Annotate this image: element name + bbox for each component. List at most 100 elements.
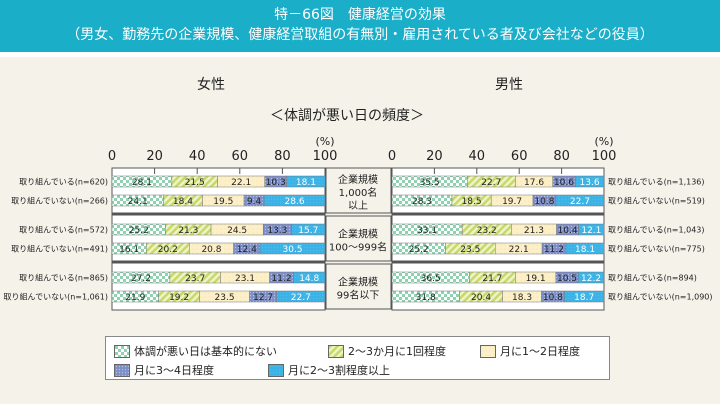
x-tick-label: 80 xyxy=(274,149,291,164)
row-label: 取り組んでいない(n=1,090) xyxy=(608,292,713,302)
data-label: 21.7 xyxy=(482,274,502,284)
row-label: 取り組んでいない(n=775) xyxy=(608,244,705,254)
row-label: 取り組んでいる(n=1,043) xyxy=(608,225,705,235)
data-label: 18.7 xyxy=(574,293,594,303)
group-label: 1,000名 xyxy=(339,186,378,199)
plot-area xyxy=(111,167,326,311)
data-label: 12.2 xyxy=(581,274,601,284)
x-tick-label: 0 xyxy=(388,149,396,164)
x-tick-label: 100 xyxy=(313,149,338,164)
data-label: 20.2 xyxy=(158,245,178,255)
row-label: 取り組んでいる(n=620) xyxy=(19,177,108,187)
legend-item-2: 2～3か月に1回程度 xyxy=(328,343,446,359)
data-label: 28.3 xyxy=(412,197,432,207)
data-label: 15.7 xyxy=(298,226,318,236)
legend: 体調が悪い日は基本的にない 2～3か月に1回程度 月に1～2日程度 月に3～4日… xyxy=(105,336,610,380)
x-tick-label: 40 xyxy=(189,149,206,164)
data-label: 33.1 xyxy=(417,226,437,236)
data-label: 27.2 xyxy=(131,274,151,284)
data-label: 10.8 xyxy=(543,293,563,303)
group-label: 企業規模 xyxy=(338,173,378,186)
legend-label: 月に3～4日程度 xyxy=(134,364,214,377)
data-label: 16.1 xyxy=(119,245,139,255)
row-label: 取り組んでいる(n=572) xyxy=(19,225,108,235)
row-label: 取り組んでいない(n=1,061) xyxy=(3,292,108,302)
data-label: 23.5 xyxy=(215,293,235,303)
data-label: 20.8 xyxy=(201,245,221,255)
bar-segment xyxy=(564,290,605,303)
x-tick-label: 80 xyxy=(553,149,570,164)
panel-title-female: 女性 xyxy=(197,77,225,93)
legend-swatch xyxy=(114,344,130,358)
data-label: 25.2 xyxy=(409,245,429,255)
group-label-box xyxy=(325,167,392,214)
legend-label: 体調が悪い日は基本的にない xyxy=(134,345,277,358)
data-label: 23.7 xyxy=(185,274,205,284)
bar-segment xyxy=(578,223,605,236)
legend-swatch xyxy=(268,363,284,377)
data-label: 11.2 xyxy=(544,245,564,255)
legend-swatch xyxy=(480,344,496,358)
legend-item-1: 体調が悪い日は基本的にない xyxy=(114,343,277,359)
group-label-box xyxy=(325,215,392,262)
figure-header: 特－66図 健康経営の効果 （男女、勤務先の企業規模、健康経営取組の有無別・雇用… xyxy=(0,0,720,52)
bar-segment xyxy=(574,175,605,188)
data-label: 22.7 xyxy=(291,293,311,303)
row-label: 取り組んでいない(n=266) xyxy=(11,196,108,206)
unit-label: (%) xyxy=(315,135,334,148)
x-tick-label: 40 xyxy=(469,149,486,164)
legend-swatch xyxy=(114,363,130,377)
data-label: 21.3 xyxy=(524,226,544,236)
data-label: 10.8 xyxy=(534,197,554,207)
data-label: 12.4 xyxy=(237,245,257,255)
data-label: 23.1 xyxy=(235,274,255,284)
data-label: 31.8 xyxy=(416,293,436,303)
data-label: 25.2 xyxy=(129,226,149,236)
data-label: 22.7 xyxy=(570,197,590,207)
data-label: 30.5 xyxy=(282,245,302,255)
panel-title-male: 男性 xyxy=(495,77,523,93)
data-label: 23.2 xyxy=(477,226,497,236)
data-label: 19.7 xyxy=(502,197,522,207)
bar-segment xyxy=(565,242,605,255)
group-label-box xyxy=(325,263,392,310)
plot-area xyxy=(391,167,605,311)
bar-segment xyxy=(263,194,326,207)
data-label: 21.9 xyxy=(125,293,145,303)
data-label: 19.1 xyxy=(526,274,546,284)
data-label: 36.5 xyxy=(421,274,441,284)
legend-label: 月に2～3割程度以上 xyxy=(288,364,390,377)
data-label: 13.6 xyxy=(580,178,600,188)
data-label: 13.3 xyxy=(267,226,287,236)
group-label: 企業規模 xyxy=(338,228,378,241)
bar-segment xyxy=(577,271,605,284)
data-label: 24.1 xyxy=(128,197,148,207)
legend-label: 2～3か月に1回程度 xyxy=(348,345,446,358)
row-label: 取り組んでいる(n=865) xyxy=(19,273,108,283)
data-label: 19.2 xyxy=(169,293,189,303)
data-label: 20.4 xyxy=(471,293,491,303)
x-tick-label: 60 xyxy=(232,149,249,164)
data-label: 24.5 xyxy=(227,226,247,236)
legend-label: 月に1～2日程度 xyxy=(500,345,580,358)
data-label: 10.4 xyxy=(558,226,578,236)
data-label: 12.1 xyxy=(581,226,601,236)
group-label: 99名以下 xyxy=(337,289,380,302)
data-label: 10.3 xyxy=(266,178,286,188)
row-label: 取り組んでいる(n=1,136) xyxy=(608,177,705,187)
data-label: 9.4 xyxy=(247,197,262,207)
x-tick-label: 20 xyxy=(146,149,163,164)
data-label: 10.6 xyxy=(554,178,574,188)
x-tick-label: 0 xyxy=(108,149,116,164)
row-label: 取り組んでいない(n=519) xyxy=(608,196,705,206)
data-label: 22.7 xyxy=(481,178,501,188)
legend-item-4: 月に3～4日程度 xyxy=(114,362,214,378)
x-tick-label: 60 xyxy=(511,149,528,164)
data-label: 18.1 xyxy=(575,245,595,255)
data-label: 12.7 xyxy=(253,293,273,303)
data-label: 22.1 xyxy=(231,178,251,188)
figure-subtitle: （男女、勤務先の企業規模、健康経営取組の有無別・雇用されている者及び会社などの役… xyxy=(66,27,654,43)
unit-label: (%) xyxy=(594,135,613,148)
data-label: 21.3 xyxy=(178,226,198,236)
data-label: 18.3 xyxy=(512,293,532,303)
